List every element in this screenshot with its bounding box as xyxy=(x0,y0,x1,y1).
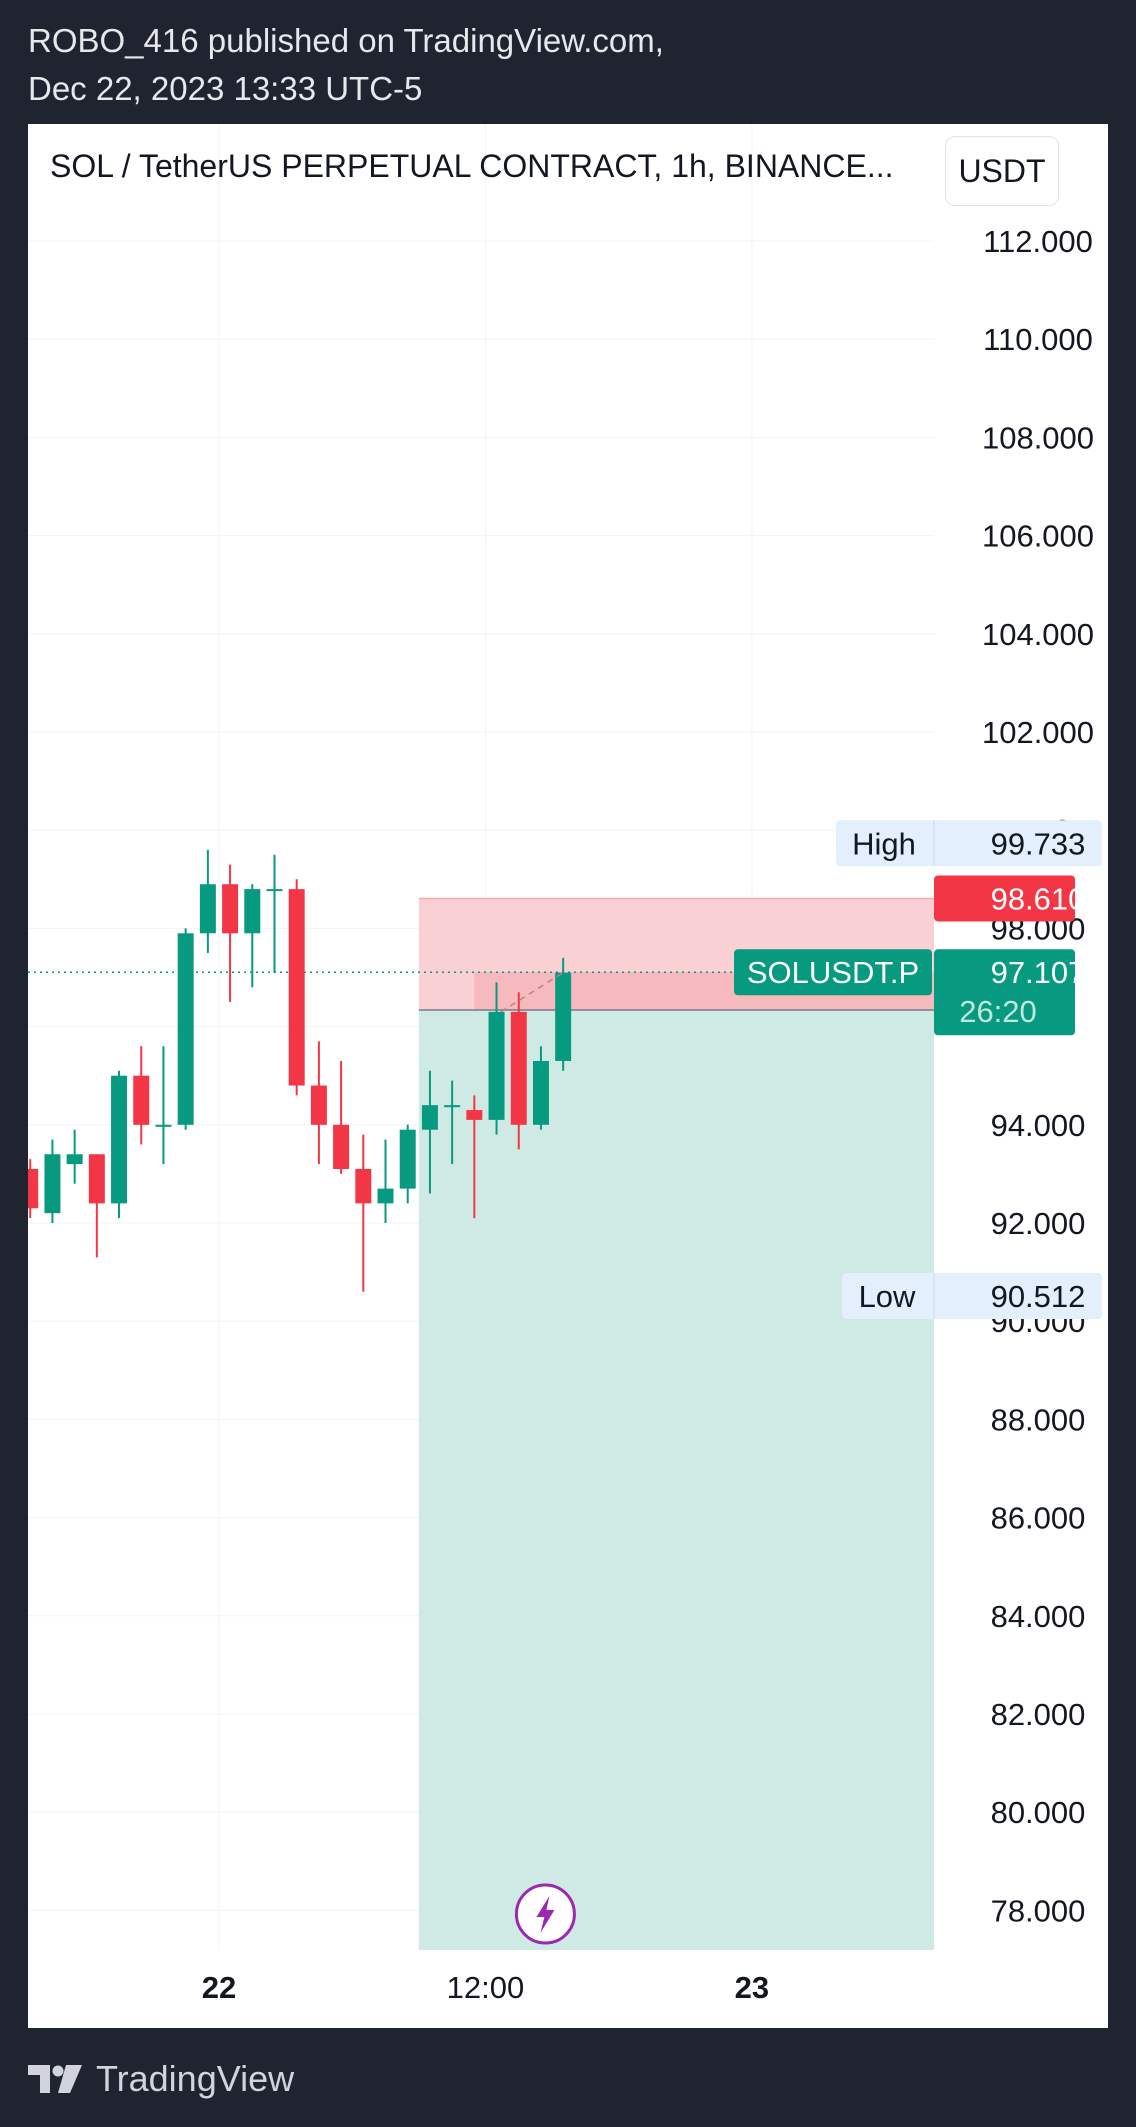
candle-body xyxy=(133,1075,150,1125)
projection-line xyxy=(500,971,564,1013)
high-label-bg xyxy=(836,820,1102,867)
candle-body xyxy=(111,1075,128,1204)
candle-body xyxy=(510,1011,527,1125)
x-tick-label: 12:00 xyxy=(447,1970,525,2005)
y-tick-label: 104.000 xyxy=(982,617,1094,652)
candle-body xyxy=(555,972,572,1061)
footer-brand: TradingView xyxy=(96,2058,295,2099)
candle-body xyxy=(444,1105,461,1108)
profit-zone xyxy=(418,1010,935,1950)
price-axis xyxy=(934,124,1108,2028)
candle-body xyxy=(333,1124,350,1169)
candle-body xyxy=(266,889,283,892)
x-tick-label: 22 xyxy=(202,1970,236,2005)
y-tick-label: 86.000 xyxy=(991,1501,1086,1536)
currency-button[interactable]: USDT xyxy=(945,136,1059,206)
stop-price-label-bg xyxy=(934,875,1075,922)
current-price-label: 97.107 xyxy=(991,955,1086,990)
candlestick-chart[interactable]: 112.000 110.000 108.000 106.000 104.000 102.0… xyxy=(28,124,1108,2028)
tradingview-logo-icon xyxy=(28,2065,82,2093)
candle-body xyxy=(421,1105,438,1130)
low-label-bg xyxy=(842,1273,1102,1320)
y-tick-label: 112.000 xyxy=(983,224,1093,259)
current-price-bg xyxy=(934,949,1075,1036)
y-tick-label: 102.000 xyxy=(982,715,1094,750)
candle-body xyxy=(532,1060,549,1125)
y-tick-label: 110.000 xyxy=(983,322,1093,357)
publisher-line: ROBO_416 published on TradingView.com, xyxy=(28,22,664,59)
candle-body xyxy=(377,1188,394,1204)
candle-body xyxy=(466,1110,483,1120)
candle-body xyxy=(355,1168,372,1204)
high-label-value: 99.733 xyxy=(991,826,1086,861)
candle-body xyxy=(88,1154,105,1204)
y-tick-label: 82.000 xyxy=(991,1697,1086,1732)
candle-body xyxy=(222,884,239,934)
candle-body xyxy=(488,1011,505,1120)
candle-body xyxy=(310,1085,327,1125)
y-tick-label: 108.000 xyxy=(982,420,1094,455)
symbol-title[interactable]: SOL / TetherUS PERPETUAL CONTRACT, 1h, B… xyxy=(50,148,894,184)
tradingview-logo[interactable]: TradingView xyxy=(28,2058,294,2100)
candle-body xyxy=(199,884,216,934)
y-tick-label: 84.000 xyxy=(991,1599,1086,1634)
symbol-tag-bg xyxy=(734,949,932,996)
countdown-label: 26:20 xyxy=(959,994,1037,1029)
y-tick-label: 80.000 xyxy=(991,1795,1086,1830)
candle-body xyxy=(399,1129,416,1189)
candle-body xyxy=(288,889,305,1086)
publish-date: Dec 22, 2023 13:33 UTC-5 xyxy=(28,70,423,107)
x-tick-label: 23 xyxy=(735,1970,769,2005)
candle-body xyxy=(28,1168,39,1209)
candle-body xyxy=(244,889,261,934)
candle-body xyxy=(66,1154,83,1165)
y-tick-label: 94.000 xyxy=(991,1108,1086,1143)
y-tick-label: 106.000 xyxy=(982,519,1094,554)
stop-price-label: 98.610 xyxy=(991,881,1086,916)
low-label-value: 90.512 xyxy=(991,1279,1086,1314)
chart-panel[interactable]: 112.000 110.000 108.000 106.000 104.000 102.0… xyxy=(28,124,1108,2028)
y-tick-label: 78.000 xyxy=(991,1893,1086,1928)
candle-body xyxy=(155,1124,172,1127)
candle-body xyxy=(177,933,194,1125)
symbol-tag: SOLUSDT.P xyxy=(747,955,919,990)
candle-body xyxy=(44,1154,61,1214)
y-tick-label: 92.000 xyxy=(991,1206,1086,1241)
time-axis xyxy=(28,1950,1108,2028)
low-label-text: Low xyxy=(859,1279,916,1314)
high-label-text: High xyxy=(852,826,916,861)
y-tick-label: 88.000 xyxy=(991,1402,1086,1437)
lightning-icon xyxy=(536,1896,555,1933)
